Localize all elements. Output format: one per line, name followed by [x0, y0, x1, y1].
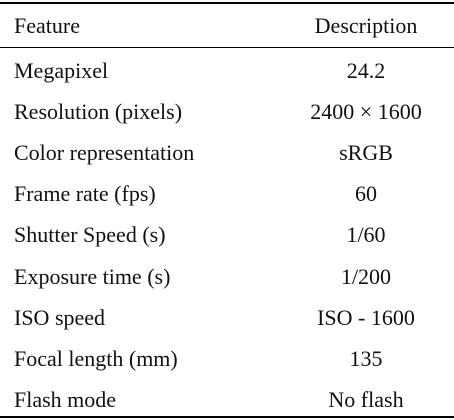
feature-cell: Focal length (mm)	[14, 345, 178, 371]
feature-cell: Frame rate (fps)	[14, 181, 156, 207]
header-cell: Feature	[14, 13, 80, 38]
description-cell: 24.2	[346, 58, 386, 83]
feature-cell: Color representation	[14, 140, 195, 166]
description-cell: sRGB	[339, 140, 393, 166]
description-cell: No flash	[328, 386, 404, 412]
feature-cell: ISO speed	[14, 304, 106, 330]
feature-cell: Exposure time (s)	[14, 263, 171, 289]
description-cell: 1/200	[340, 263, 392, 289]
top-rule	[0, 2, 454, 4]
feature-cell: Shutter Speed (s)	[14, 222, 166, 248]
feature-cell: Flash mode	[14, 386, 117, 412]
bottom-rule	[0, 416, 454, 418]
feature-cell: Megapixel	[14, 58, 109, 83]
feature-cell: Resolution (pixels)	[14, 99, 183, 125]
header-cell: Description	[314, 13, 418, 38]
description-cell: ISO - 1600	[317, 304, 415, 330]
mid-rule	[0, 47, 454, 48]
description-cell: 60	[355, 181, 377, 207]
description-cell: 2400 × 1600	[310, 99, 422, 125]
description-cell: 1/60	[346, 222, 386, 248]
description-cell: 135	[349, 345, 383, 371]
